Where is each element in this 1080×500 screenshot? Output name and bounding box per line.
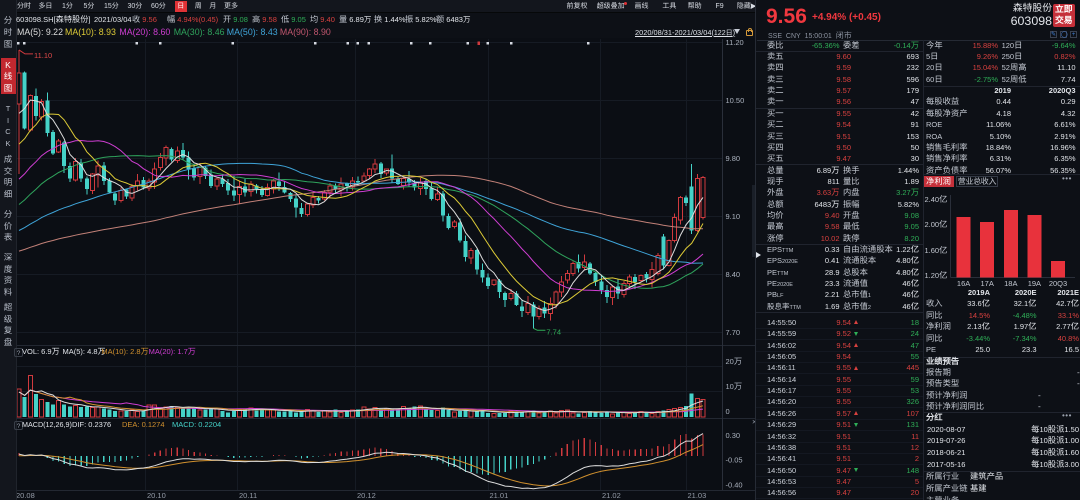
svg-text:0: 0 [726, 407, 730, 416]
svg-text:20.10: 20.10 [147, 491, 166, 500]
svg-text:9.10: 9.10 [726, 212, 741, 221]
svg-text:20万: 20万 [726, 356, 743, 366]
svg-text:7.70: 7.70 [726, 328, 741, 337]
svg-text:10.50: 10.50 [726, 96, 745, 105]
svg-text:11.10: 11.10 [34, 51, 52, 60]
svg-text:21.02: 21.02 [602, 491, 621, 500]
svg-text:-0.40: -0.40 [726, 481, 743, 490]
svg-text:0.30: 0.30 [726, 431, 741, 440]
svg-text:10万: 10万 [726, 381, 743, 391]
svg-text:7.74: 7.74 [546, 327, 561, 336]
svg-text:21.01: 21.01 [490, 491, 509, 500]
svg-text:20.12: 20.12 [357, 491, 376, 500]
svg-text:20.11: 20.11 [239, 491, 257, 500]
svg-text:11.20: 11.20 [726, 38, 744, 47]
svg-text:21.03: 21.03 [688, 491, 707, 500]
svg-text:9.80: 9.80 [726, 154, 741, 163]
svg-text:-0.05: -0.05 [726, 456, 743, 465]
svg-text:×: × [752, 418, 755, 427]
svg-text:20.08: 20.08 [17, 491, 35, 500]
svg-text:8.40: 8.40 [726, 270, 741, 279]
